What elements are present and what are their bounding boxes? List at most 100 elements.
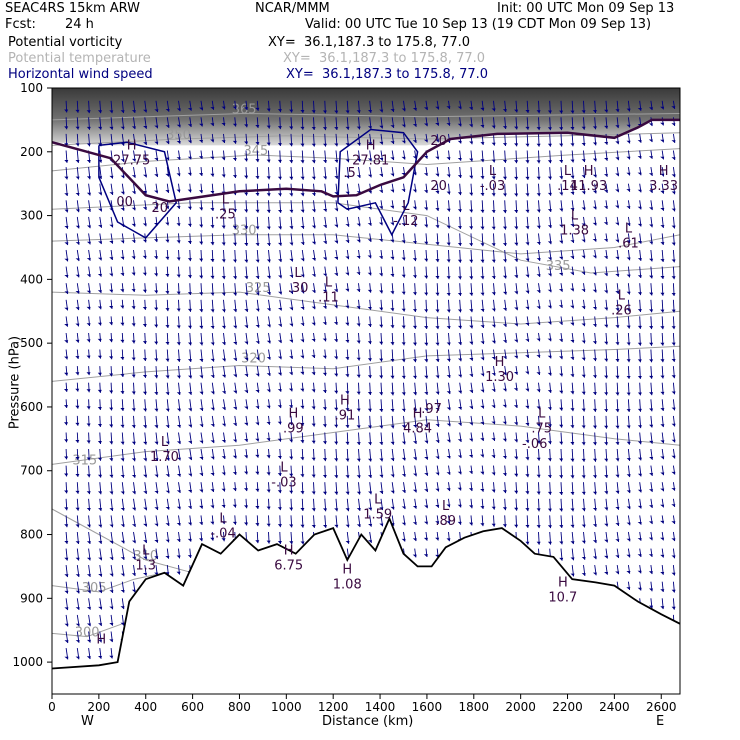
wind-vector-head: [199, 538, 203, 542]
wind-vector-head: [368, 110, 372, 113]
wind-vector-head: [469, 390, 474, 393]
forecast-hours: 24 h: [65, 17, 94, 32]
wind-vector-head: [446, 225, 451, 229]
wind-vector-head: [311, 339, 316, 342]
wind-vector-head: [233, 325, 238, 329]
wind-vector-head: [300, 193, 305, 197]
y-tick-label: 100: [20, 81, 43, 95]
wind-vector-head: [435, 191, 440, 194]
wind-vector-head: [626, 274, 631, 278]
wind-vector-head: [244, 422, 249, 426]
wind-vector-head: [109, 491, 114, 495]
wind-vector-head: [86, 176, 91, 180]
wind-vector-head: [199, 359, 204, 362]
wind-vector-head: [514, 259, 519, 262]
wind-vector-head: [401, 108, 406, 112]
wind-vector-head: [547, 257, 552, 261]
wind-vector-head: [86, 574, 91, 577]
wind-vector-head: [288, 388, 293, 392]
wind-vector-head: [502, 109, 507, 112]
wind-vector-head: [469, 276, 474, 280]
wind-vector-head: [356, 110, 361, 114]
wind-vector-head: [649, 392, 654, 396]
wind-vector-head: [356, 508, 361, 511]
wind-vector-head: [154, 324, 159, 328]
wind-vector-head: [671, 375, 676, 379]
wind-vector-head: [86, 143, 91, 147]
wind-vector-head: [390, 409, 395, 412]
wind-vector-head: [176, 108, 181, 112]
wind-vector-head: [525, 457, 530, 461]
wind-vector-head: [289, 126, 294, 130]
wind-vector-head: [626, 425, 631, 429]
wind-vector-head: [592, 206, 597, 210]
wind-vector-head: [469, 505, 473, 509]
wind-vector-head: [570, 175, 575, 179]
wind-vector-head: [86, 110, 91, 114]
wind-vector-head: [323, 176, 327, 180]
wind-vector-head: [64, 193, 69, 196]
wind-vector-head: [581, 557, 586, 560]
wind-vector-head: [345, 288, 350, 292]
wind-vector-head: [457, 243, 462, 246]
pv-low-marker: L: [489, 164, 497, 179]
wind-vector-head: [367, 307, 372, 310]
wind-vector-head: [165, 173, 170, 177]
wind-vector-head: [570, 391, 575, 395]
wind-vector-head: [379, 491, 384, 494]
wind-vector-head: [244, 243, 249, 246]
wind-vector-head: [615, 571, 620, 575]
wind-vector-head: [649, 207, 653, 211]
wind-vector-head: [345, 224, 350, 227]
wind-vector-head: [424, 258, 429, 262]
wind-vector-head: [604, 290, 608, 294]
wind-vector-head: [86, 355, 91, 359]
wind-vector-head: [637, 489, 642, 493]
wind-vector-head: [244, 374, 249, 377]
wind-vector-head: [592, 307, 597, 310]
wind-vector-head: [143, 474, 148, 478]
wind-vector-head: [480, 193, 485, 196]
theta-contour-label: 305: [82, 581, 107, 596]
wind-vector-head: [615, 325, 620, 329]
wind-vector-head: [289, 339, 294, 343]
wind-vector-head: [75, 209, 80, 213]
wind-vector-head: [289, 422, 293, 426]
wind-vector-head: [514, 439, 518, 443]
marker-value: 27.75: [113, 153, 150, 168]
wind-vector-head: [131, 340, 136, 344]
wind-vector-head: [649, 424, 654, 428]
wind-vector-head: [210, 407, 215, 411]
wind-vector-head: [86, 524, 91, 528]
wind-vector-head: [199, 457, 204, 460]
wind-vector-head: [558, 289, 563, 292]
wind-vector-head: [525, 491, 530, 495]
wind-vector-head: [446, 472, 451, 475]
terrain-outline: [52, 516, 680, 670]
wind-vector-head: [255, 422, 260, 426]
wind-vector-head: [435, 342, 440, 346]
wind-vector-head: [435, 391, 440, 395]
wind-vector-head: [300, 242, 305, 245]
wind-vector-head: [75, 258, 80, 262]
wind-vector-head: [131, 240, 136, 243]
wind-vector-head: [86, 491, 91, 495]
marker-value: 27.81: [352, 153, 389, 168]
wind-vector-head: [547, 355, 552, 359]
wind-vector-head: [401, 342, 406, 346]
wind-vector-head: [86, 607, 91, 610]
wind-vector-head: [637, 342, 642, 346]
wind-vector-head: [143, 523, 148, 527]
wind-vector-head: [660, 292, 665, 296]
wind-vector-head: [289, 258, 294, 262]
wind-vector-head: [637, 392, 642, 396]
wind-vector-head: [435, 326, 440, 330]
wind-vector-head: [603, 256, 608, 259]
wind-vector-head: [592, 540, 597, 544]
wind-vector-head: [592, 190, 597, 194]
wind-vector-head: [446, 521, 451, 524]
wind-vector-head: [581, 239, 586, 243]
wind-vector-head: [491, 324, 496, 328]
wind-vector-head: [120, 524, 125, 528]
